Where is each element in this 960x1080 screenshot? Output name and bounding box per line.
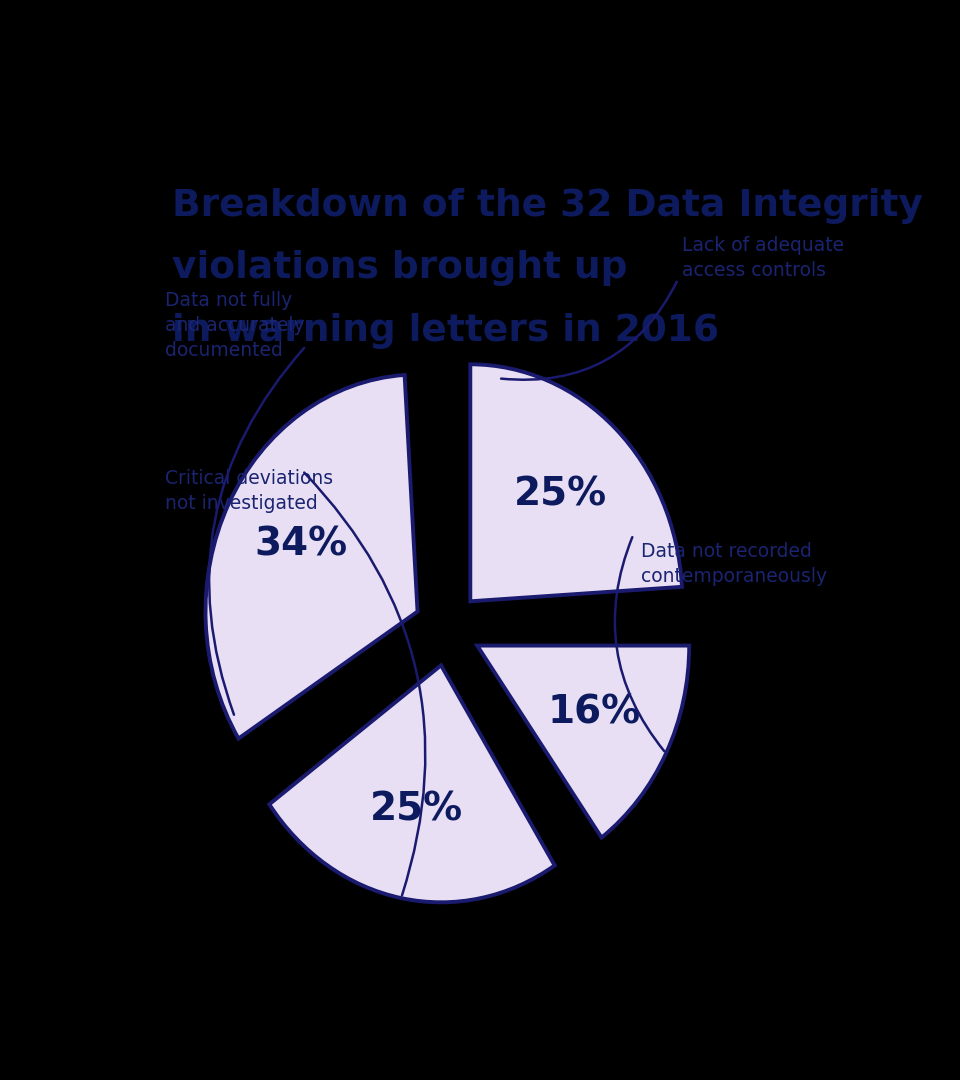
Text: 34%: 34% xyxy=(253,526,347,564)
Wedge shape xyxy=(270,665,555,902)
Wedge shape xyxy=(477,646,689,838)
Text: Data not recorded
contemporaneously: Data not recorded contemporaneously xyxy=(641,542,827,585)
Text: in warning letters in 2016: in warning letters in 2016 xyxy=(172,312,719,349)
Text: Data not fully
and accurately
documented: Data not fully and accurately documented xyxy=(165,291,304,360)
Text: Critical deviations
not investigated: Critical deviations not investigated xyxy=(165,470,333,513)
Text: 16%: 16% xyxy=(548,693,641,731)
Text: 25%: 25% xyxy=(370,791,463,828)
Text: Breakdown of the 32 Data Integrity: Breakdown of the 32 Data Integrity xyxy=(172,188,924,224)
Wedge shape xyxy=(470,364,682,602)
Wedge shape xyxy=(205,375,418,739)
Text: Lack of adequate
access controls: Lack of adequate access controls xyxy=(682,237,844,281)
Text: 25%: 25% xyxy=(514,475,607,513)
Text: violations brought up: violations brought up xyxy=(172,251,628,286)
